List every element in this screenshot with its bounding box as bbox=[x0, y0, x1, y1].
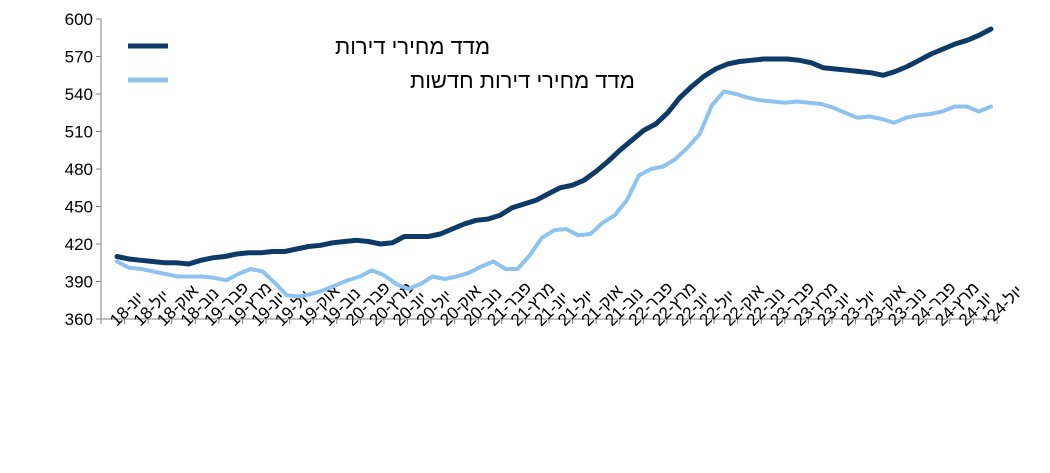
y-axis-ticks: 360 390 420 450 480 510 540 570 600 bbox=[65, 10, 101, 329]
y-tick-label: 450 bbox=[65, 198, 93, 217]
chart-legend: מדד מחירי דירות מדד מחירי דירות חדשות bbox=[128, 34, 635, 93]
y-tick-label: 540 bbox=[65, 85, 93, 104]
x-axis-ticks: יונ-18יול-18אוק-18נוב-18פבר-19מרץ-19יונ-… bbox=[100, 278, 1027, 330]
y-tick-label: 390 bbox=[65, 273, 93, 292]
legend-label-series-1: מדד מחירי דירות bbox=[335, 34, 490, 59]
chart-series bbox=[114, 26, 994, 299]
y-tick-label: 570 bbox=[65, 48, 93, 67]
y-tick-label: 480 bbox=[65, 160, 93, 179]
series-line-2 bbox=[115, 89, 993, 299]
legend-label-series-2: מדד מחירי דירות חדשות bbox=[410, 68, 635, 93]
y-tick-label: 510 bbox=[65, 123, 93, 142]
y-tick-label: 420 bbox=[65, 235, 93, 254]
y-tick-label: 600 bbox=[65, 10, 93, 29]
series-line-1 bbox=[114, 26, 994, 267]
y-tick-label: 360 bbox=[65, 310, 93, 329]
